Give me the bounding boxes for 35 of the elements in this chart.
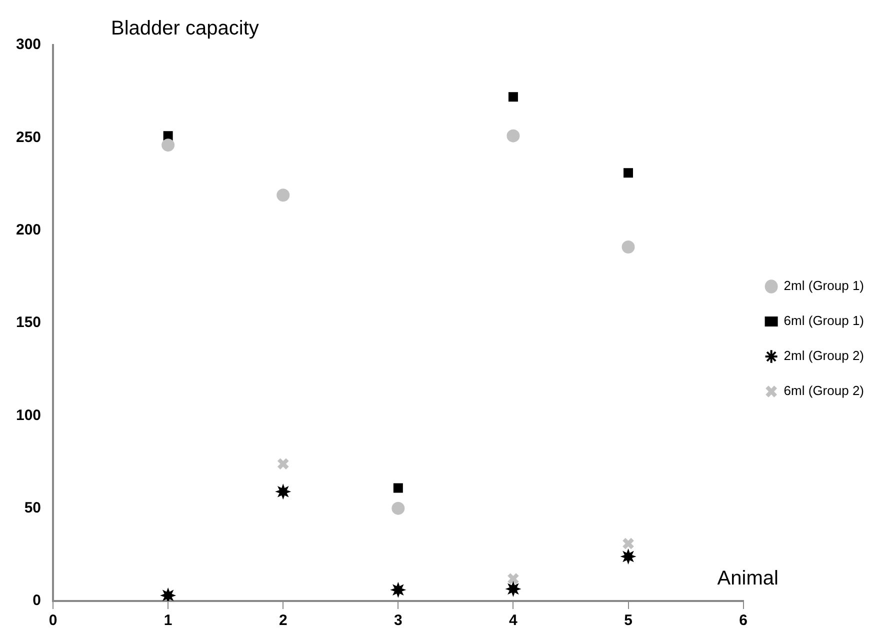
y-tick-label: 50: [24, 499, 42, 516]
x-tick-label: 0: [48, 612, 58, 630]
point: [393, 483, 403, 493]
y-tick-label: 200: [16, 221, 42, 238]
point: [622, 240, 635, 254]
x-tick-label: 2: [278, 612, 288, 630]
point: [506, 129, 520, 142]
y-tick-label: 300: [16, 36, 42, 54]
point: [276, 188, 290, 202]
legend-label: 6ml (Group 1): [784, 313, 864, 328]
point: [505, 580, 522, 597]
legend-label: 2ml (Group 2): [784, 348, 864, 364]
point: [390, 582, 406, 598]
point: [622, 537, 635, 550]
x-tick-label: 3: [394, 612, 402, 630]
point: [276, 458, 290, 470]
point: [275, 484, 292, 500]
x-axis-title: Animal: [717, 568, 778, 590]
point: [506, 572, 520, 586]
point: [162, 138, 175, 152]
x-tick-label: 6: [739, 612, 748, 630]
y-tick-label: 0: [32, 592, 42, 610]
x-tick-label: 1: [164, 612, 172, 630]
x-tick-label: 4: [509, 612, 518, 630]
y-tick-label: 100: [16, 406, 42, 424]
point: [508, 92, 518, 102]
x-tick-label: 5: [624, 612, 632, 630]
legend-label: 2ml (Group 1): [784, 278, 864, 294]
point: [392, 502, 405, 515]
point: [620, 548, 636, 565]
legend-label: 6ml (Group 2): [784, 383, 864, 398]
y-tick-label: 150: [16, 314, 42, 332]
y-axis-title: Bladder capacity: [111, 18, 259, 40]
y-tick-label: 250: [16, 128, 42, 146]
point: [624, 168, 634, 178]
